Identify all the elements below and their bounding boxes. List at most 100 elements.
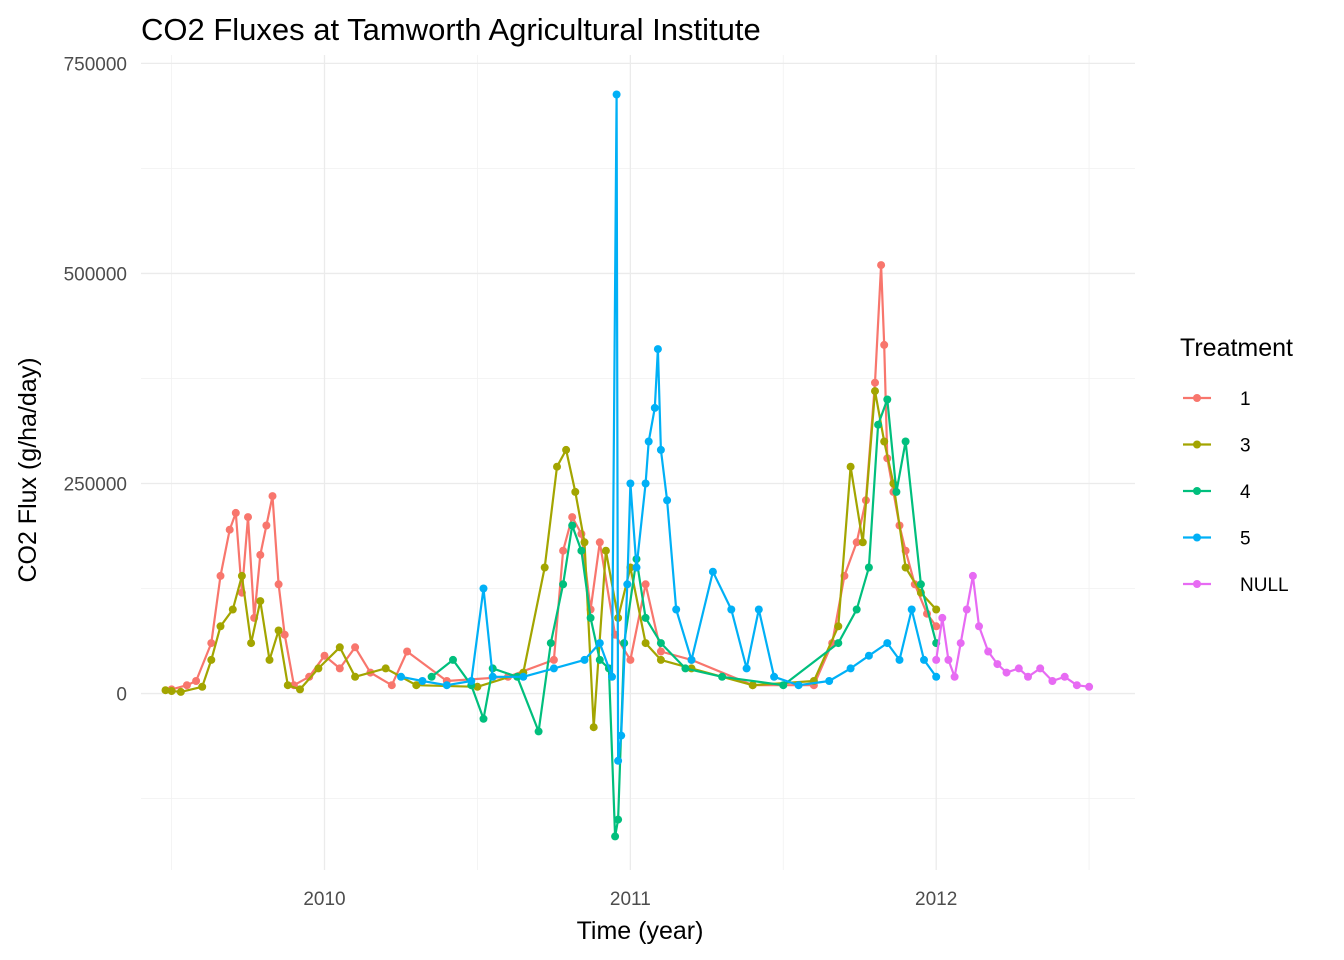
series-line bbox=[400, 93, 938, 762]
data-point bbox=[568, 521, 577, 530]
data-point bbox=[846, 462, 855, 471]
data-point bbox=[580, 655, 589, 664]
data-point bbox=[644, 437, 653, 446]
data-point bbox=[1014, 664, 1023, 673]
data-point bbox=[182, 681, 191, 690]
data-point bbox=[727, 605, 736, 614]
series-NULL bbox=[932, 571, 1094, 691]
data-point bbox=[580, 538, 589, 547]
data-point bbox=[877, 261, 886, 270]
data-point bbox=[626, 655, 635, 664]
data-point bbox=[871, 387, 879, 396]
series-line bbox=[165, 390, 938, 729]
series-3 bbox=[161, 387, 941, 732]
data-point bbox=[473, 682, 482, 691]
data-point bbox=[901, 437, 910, 446]
data-point bbox=[559, 546, 568, 555]
data-point bbox=[397, 672, 405, 681]
data-point bbox=[641, 613, 650, 622]
legend-key-point bbox=[1193, 440, 1201, 449]
data-point bbox=[852, 605, 861, 614]
data-point bbox=[216, 571, 225, 580]
data-point bbox=[687, 655, 696, 664]
data-point bbox=[641, 580, 650, 589]
data-point bbox=[314, 664, 323, 673]
data-point bbox=[571, 487, 580, 496]
data-point bbox=[540, 563, 549, 572]
data-point bbox=[656, 647, 665, 656]
data-point bbox=[1085, 682, 1094, 691]
data-point bbox=[718, 672, 727, 681]
data-point bbox=[589, 723, 598, 732]
data-point bbox=[895, 655, 904, 664]
data-point bbox=[608, 672, 616, 681]
data-point bbox=[672, 605, 681, 614]
data-point bbox=[207, 639, 216, 648]
legend-item-1: 1 bbox=[1183, 389, 1251, 410]
data-point bbox=[449, 655, 457, 664]
data-point bbox=[846, 664, 855, 673]
data-point bbox=[534, 727, 543, 736]
legend: Treatment 1 3 4 5 NULL bbox=[1180, 334, 1293, 596]
data-point bbox=[984, 647, 993, 656]
data-point bbox=[274, 580, 283, 589]
y-tick-label: 750000 bbox=[64, 54, 127, 75]
data-point bbox=[488, 672, 497, 681]
data-point bbox=[968, 571, 977, 580]
data-point bbox=[562, 445, 571, 454]
data-point bbox=[549, 655, 558, 664]
legend-title: Treatment bbox=[1180, 334, 1293, 362]
legend-item-NULL: NULL bbox=[1183, 575, 1289, 596]
data-point bbox=[1048, 677, 1057, 685]
data-point bbox=[305, 672, 314, 681]
data-point bbox=[231, 508, 240, 517]
x-tick-label: 2010 bbox=[303, 889, 345, 910]
data-point bbox=[418, 677, 427, 685]
data-point bbox=[993, 660, 1002, 669]
data-point bbox=[546, 639, 555, 648]
data-point bbox=[568, 513, 577, 522]
data-point bbox=[901, 563, 910, 572]
chart-title: CO2 Fluxes at Tamworth Agricultural Inst… bbox=[141, 12, 761, 47]
data-point bbox=[161, 686, 170, 695]
data-point bbox=[883, 639, 892, 648]
data-point bbox=[283, 681, 292, 690]
data-point bbox=[403, 647, 412, 656]
legend-key-point bbox=[1193, 533, 1201, 542]
legend-label: 3 bbox=[1240, 436, 1251, 457]
data-point bbox=[1024, 672, 1032, 681]
data-point bbox=[950, 672, 959, 681]
data-point bbox=[595, 639, 604, 648]
legend-item-4: 4 bbox=[1183, 482, 1251, 503]
data-point bbox=[442, 681, 451, 690]
data-point bbox=[932, 622, 941, 631]
data-point bbox=[626, 479, 635, 488]
data-point bbox=[880, 340, 889, 349]
data-point bbox=[641, 479, 650, 488]
y-tick-label: 250000 bbox=[64, 475, 127, 496]
data-point bbox=[244, 513, 252, 522]
series-4 bbox=[427, 395, 941, 841]
data-point bbox=[467, 677, 476, 685]
data-point bbox=[871, 378, 879, 387]
data-point bbox=[479, 584, 488, 593]
data-point bbox=[1072, 681, 1081, 690]
legend-key-point bbox=[1193, 487, 1201, 495]
data-point bbox=[549, 664, 558, 673]
data-point bbox=[612, 90, 621, 99]
y-tick-label: 0 bbox=[116, 685, 127, 706]
data-point bbox=[748, 681, 757, 690]
data-point bbox=[754, 605, 763, 614]
data-point bbox=[225, 525, 234, 534]
series-line bbox=[935, 574, 1090, 688]
data-point bbox=[167, 687, 176, 695]
data-point bbox=[834, 639, 843, 648]
data-point bbox=[595, 655, 604, 664]
legend-label: 5 bbox=[1240, 529, 1251, 550]
data-point bbox=[1002, 668, 1011, 677]
data-point bbox=[237, 571, 246, 580]
data-point bbox=[708, 567, 717, 576]
legend-label: NULL bbox=[1240, 575, 1289, 596]
data-point bbox=[883, 395, 892, 404]
